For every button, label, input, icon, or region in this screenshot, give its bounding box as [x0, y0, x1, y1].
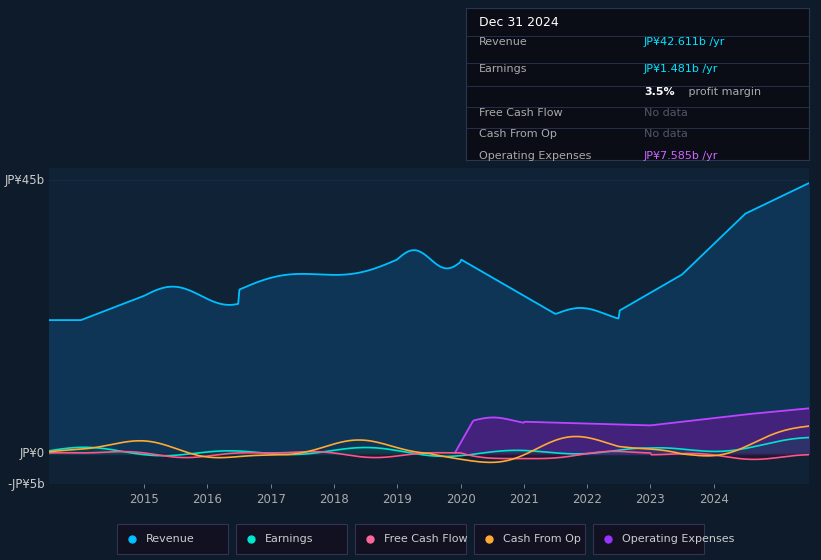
- FancyBboxPatch shape: [355, 524, 466, 554]
- Text: Cash From Op: Cash From Op: [503, 534, 580, 544]
- Text: Revenue: Revenue: [479, 37, 528, 47]
- Text: 3.5%: 3.5%: [644, 87, 675, 97]
- Text: Cash From Op: Cash From Op: [479, 129, 557, 139]
- FancyBboxPatch shape: [236, 524, 347, 554]
- FancyBboxPatch shape: [594, 524, 704, 554]
- Text: JP¥0: JP¥0: [20, 447, 45, 460]
- Text: No data: No data: [644, 129, 688, 139]
- Text: JP¥1.481b /yr: JP¥1.481b /yr: [644, 64, 718, 74]
- Text: Earnings: Earnings: [479, 64, 528, 74]
- Text: JP¥42.611b /yr: JP¥42.611b /yr: [644, 37, 725, 47]
- Text: Operating Expenses: Operating Expenses: [479, 151, 592, 161]
- Text: profit margin: profit margin: [686, 87, 761, 97]
- Text: Dec 31 2024: Dec 31 2024: [479, 16, 559, 29]
- Text: Revenue: Revenue: [146, 534, 195, 544]
- FancyBboxPatch shape: [475, 524, 585, 554]
- Text: JP¥7.585b /yr: JP¥7.585b /yr: [644, 151, 718, 161]
- Text: Earnings: Earnings: [264, 534, 314, 544]
- Text: Free Cash Flow: Free Cash Flow: [479, 108, 563, 118]
- Text: Free Cash Flow: Free Cash Flow: [384, 534, 467, 544]
- Text: JP¥45b: JP¥45b: [5, 174, 45, 186]
- Text: Operating Expenses: Operating Expenses: [622, 534, 734, 544]
- Text: -JP¥5b: -JP¥5b: [7, 478, 45, 491]
- Text: No data: No data: [644, 108, 688, 118]
- FancyBboxPatch shape: [117, 524, 228, 554]
